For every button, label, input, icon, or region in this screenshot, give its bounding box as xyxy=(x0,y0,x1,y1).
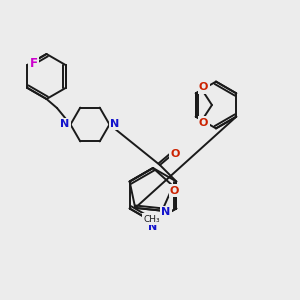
Text: N: N xyxy=(110,119,119,129)
Text: O: O xyxy=(170,186,179,196)
Text: F: F xyxy=(30,57,38,70)
Text: O: O xyxy=(171,148,180,159)
Text: N: N xyxy=(61,119,70,129)
Text: CH₃: CH₃ xyxy=(143,214,160,224)
Text: N: N xyxy=(161,207,171,217)
Text: O: O xyxy=(199,118,208,128)
Text: N: N xyxy=(148,221,158,232)
Text: O: O xyxy=(199,82,208,92)
